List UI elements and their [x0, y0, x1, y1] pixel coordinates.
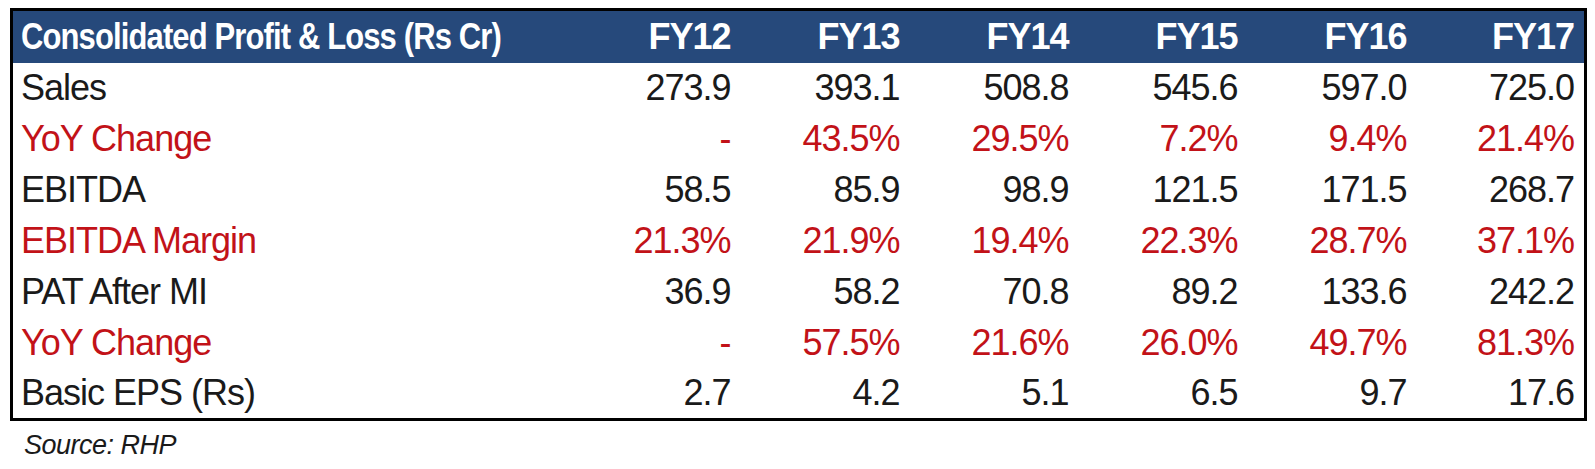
column-header-fy13: FY13 [741, 10, 910, 63]
table-cell: 29.5% [910, 114, 1079, 165]
table-cell: 81.3% [1417, 318, 1586, 369]
table-row-basic-eps: Basic EPS (Rs) 2.7 4.2 5.1 6.5 9.7 17.6 [12, 369, 1586, 420]
row-label: Basic EPS (Rs) [12, 369, 572, 420]
column-header-fy15: FY15 [1079, 10, 1248, 63]
table-cell: 597.0 [1248, 63, 1417, 114]
table-cell: 4.2 [741, 369, 910, 420]
table-cell: 58.2 [741, 267, 910, 318]
row-label: YoY Change [12, 318, 572, 369]
column-header-fy17: FY17 [1417, 10, 1586, 63]
table-cell: 98.9 [910, 165, 1079, 216]
table-cell: 21.9% [741, 216, 910, 267]
table-title: Consolidated Profit & Loss (Rs Cr) [12, 10, 572, 63]
table-cell: 21.4% [1417, 114, 1586, 165]
table-cell: 89.2 [1079, 267, 1248, 318]
table-cell: 9.7 [1248, 369, 1417, 420]
table-cell: 725.0 [1417, 63, 1586, 114]
table-cell: 6.5 [1079, 369, 1248, 420]
table-cell: 36.9 [572, 267, 741, 318]
column-header-fy12: FY12 [572, 10, 741, 63]
table-cell: 545.6 [1079, 63, 1248, 114]
table-cell: 57.5% [741, 318, 910, 369]
table-cell: 273.9 [572, 63, 741, 114]
source-note: Source: RHP [24, 430, 1585, 461]
table-row-sales-yoy-change: YoY Change - 43.5% 29.5% 7.2% 9.4% 21.4% [12, 114, 1586, 165]
table-row-sales: Sales 273.9 393.1 508.8 545.6 597.0 725.… [12, 63, 1586, 114]
table-row-ebitda: EBITDA 58.5 85.9 98.9 121.5 171.5 268.7 [12, 165, 1586, 216]
table-cell: 268.7 [1417, 165, 1586, 216]
header-row: Consolidated Profit & Loss (Rs Cr) FY12 … [12, 10, 1586, 63]
row-label: YoY Change [12, 114, 572, 165]
table-cell: 121.5 [1079, 165, 1248, 216]
row-label: PAT After MI [12, 267, 572, 318]
table-cell: 37.1% [1417, 216, 1586, 267]
table-cell: 70.8 [910, 267, 1079, 318]
table-cell: 393.1 [741, 63, 910, 114]
table-row-pat-after-mi: PAT After MI 36.9 58.2 70.8 89.2 133.6 2… [12, 267, 1586, 318]
table-cell: 9.4% [1248, 114, 1417, 165]
table-cell: 58.5 [572, 165, 741, 216]
table-body: Sales 273.9 393.1 508.8 545.6 597.0 725.… [12, 63, 1586, 420]
table-cell: 508.8 [910, 63, 1079, 114]
table-row-ebitda-margin: EBITDA Margin 21.3% 21.9% 19.4% 22.3% 28… [12, 216, 1586, 267]
row-label: Sales [12, 63, 572, 114]
table-cell: 26.0% [1079, 318, 1248, 369]
table-cell: 133.6 [1248, 267, 1417, 318]
table-cell: 49.7% [1248, 318, 1417, 369]
table-cell: 21.6% [910, 318, 1079, 369]
table-cell: 28.7% [1248, 216, 1417, 267]
table-cell: 5.1 [910, 369, 1079, 420]
table-cell: 171.5 [1248, 165, 1417, 216]
table-cell: 7.2% [1079, 114, 1248, 165]
report-sheet: Consolidated Profit & Loss (Rs Cr) FY12 … [0, 0, 1595, 461]
table-cell: 22.3% [1079, 216, 1248, 267]
table-row-pat-yoy-change: YoY Change - 57.5% 21.6% 26.0% 49.7% 81.… [12, 318, 1586, 369]
row-label: EBITDA Margin [12, 216, 572, 267]
table-cell: 2.7 [572, 369, 741, 420]
table-cell: 43.5% [741, 114, 910, 165]
table-cell: - [572, 318, 741, 369]
column-header-fy16: FY16 [1248, 10, 1417, 63]
table-cell: 19.4% [910, 216, 1079, 267]
table-cell: 17.6 [1417, 369, 1586, 420]
pnl-table: Consolidated Profit & Loss (Rs Cr) FY12 … [10, 8, 1587, 421]
table-cell: - [572, 114, 741, 165]
table-cell: 21.3% [572, 216, 741, 267]
table-cell: 85.9 [741, 165, 910, 216]
table-header: Consolidated Profit & Loss (Rs Cr) FY12 … [12, 10, 1586, 63]
column-header-fy14: FY14 [910, 10, 1079, 63]
table-cell: 242.2 [1417, 267, 1586, 318]
row-label: EBITDA [12, 165, 572, 216]
